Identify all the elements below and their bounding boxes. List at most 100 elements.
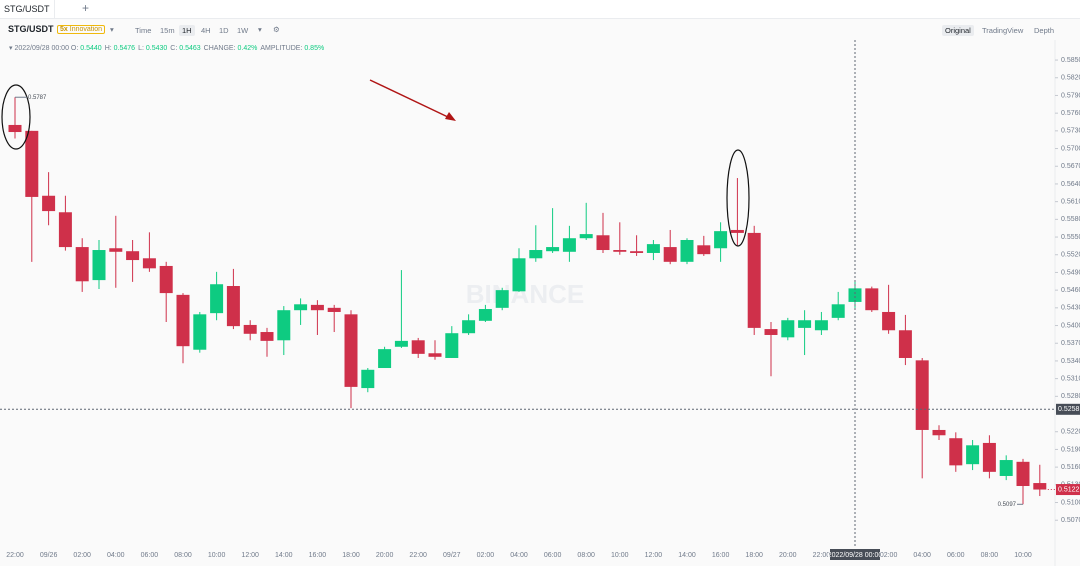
toolbar: STG/USDT 5x Innovation ▾ Time 15m 1H 4H 1D 1W… <box>0 20 1080 40</box>
view-tab[interactable]: TradingView <box>982 26 1024 35</box>
plot-area <box>0 40 1055 545</box>
candle-body <box>798 320 812 328</box>
x-tick-label: 09/27 <box>443 552 461 559</box>
min-label: 0.5097 <box>998 502 1017 508</box>
candle-body <box>646 244 660 253</box>
x-tick-label: 02:00 <box>73 552 91 559</box>
candle-body <box>75 247 89 282</box>
max-label: 0.5787 <box>28 95 47 101</box>
x-tick-label: 14:00 <box>275 552 293 559</box>
candle-body <box>445 333 459 358</box>
x-tick-label: 12:00 <box>645 552 663 559</box>
candle-body <box>1016 461 1030 487</box>
candle-body <box>378 349 392 369</box>
x-tick-label: 10:00 <box>208 552 226 559</box>
interval[interactable]: 4H <box>201 26 211 35</box>
candle-body <box>831 304 845 318</box>
candle-body <box>25 130 39 197</box>
candle-body <box>730 229 744 233</box>
interval[interactable]: Time <box>135 26 152 35</box>
candle-body <box>193 314 207 350</box>
candle-body <box>109 248 123 252</box>
tab[interactable]: STG/USDT <box>0 0 55 18</box>
candle-body <box>898 330 912 358</box>
candle-body <box>512 258 526 292</box>
crosshair-price-label: 0.5258 <box>1058 406 1080 413</box>
x-tick-label: 18:00 <box>342 552 360 559</box>
y-tick-label: 0.5070 <box>1061 517 1080 524</box>
view-tab[interactable]: Depth <box>1034 26 1055 35</box>
candle-body <box>596 235 610 251</box>
arrow <box>369 79 451 119</box>
candle-body <box>495 290 509 308</box>
x-tick-label: 06:00 <box>141 552 159 559</box>
candle-body <box>546 247 560 252</box>
candle-body <box>243 324 257 334</box>
x-tick-label: 22:00 <box>6 552 24 559</box>
candle-body <box>58 212 72 248</box>
x-tick-label: 2022/09/28 00:00 <box>828 552 883 559</box>
settings-icon[interactable]: ⚙ <box>273 25 280 34</box>
candle-body <box>294 304 308 311</box>
candle-body <box>8 124 22 133</box>
candle-body <box>92 250 106 281</box>
candle-body <box>848 288 862 302</box>
candle-body <box>680 239 694 262</box>
candle-body <box>159 265 173 294</box>
zone: Innovation <box>69 26 103 33</box>
info-value: 0.5440 <box>80 45 102 52</box>
candle-body <box>361 369 375 389</box>
x-tick-label: 04:00 <box>107 552 125 559</box>
view-tab[interactable]: Original <box>942 25 974 36</box>
zone-badge: 5x Innovation <box>57 25 106 34</box>
x-tick-label: 10:00 <box>1014 552 1032 559</box>
candle-body <box>277 310 291 341</box>
x-tick-label: 06:00 <box>544 552 562 559</box>
candle-body <box>394 340 408 347</box>
candle-body <box>126 251 140 261</box>
tab-bar: STG/USDT + <box>0 0 1080 19</box>
dropdown[interactable]: ▾ <box>258 25 262 34</box>
info-value: 0.5476 <box>113 45 136 52</box>
info-label: H: <box>104 45 112 52</box>
candle-body <box>613 250 627 252</box>
dropdown[interactable]: ▾ <box>110 25 114 34</box>
add-tab[interactable]: + <box>82 1 90 15</box>
candle-body <box>630 251 644 253</box>
x-tick-label: 14:00 <box>678 552 696 559</box>
candle-body <box>310 304 324 311</box>
interval[interactable]: 1H <box>179 25 195 36</box>
candle-body <box>428 353 442 357</box>
candle-body <box>915 360 929 430</box>
candle-body <box>411 340 425 354</box>
x-tick-label: 22:00 <box>813 552 831 559</box>
interval[interactable]: 15m <box>160 26 175 35</box>
x-tick-label: 04:00 <box>510 552 528 559</box>
interval[interactable]: 1W <box>237 26 249 35</box>
candle-body <box>714 231 728 249</box>
y-tick-label: 0.5430 <box>1061 305 1080 312</box>
candle-body <box>478 309 492 321</box>
candle-body <box>949 438 963 466</box>
candle-body <box>966 445 980 465</box>
interval[interactable]: 1D <box>219 26 229 35</box>
symbol[interactable]: STG/USDT <box>8 24 54 34</box>
candle-body <box>260 332 274 341</box>
candle-body <box>344 314 358 387</box>
candle-body <box>781 320 795 338</box>
